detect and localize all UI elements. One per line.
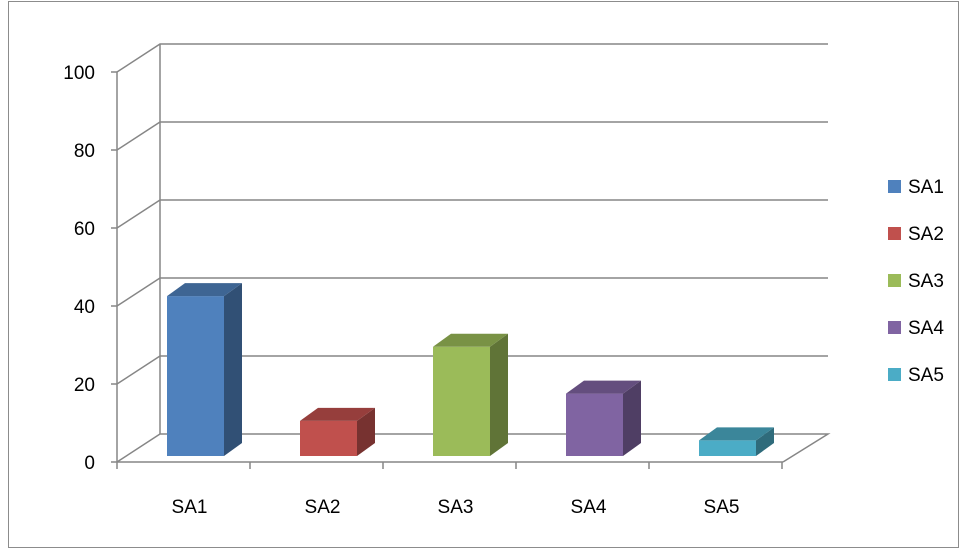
- bar-side-face: [623, 380, 641, 456]
- x-category-label: SA5: [704, 497, 740, 518]
- bars: [167, 283, 774, 456]
- bar-top-face: [433, 333, 508, 347]
- legend-swatch: [888, 274, 901, 287]
- y-tick-label: 0: [84, 453, 95, 474]
- legend-label: SA5: [908, 365, 944, 386]
- x-category-label: SA3: [438, 497, 474, 518]
- x-category-label: SA1: [172, 497, 208, 518]
- y-tick-label: 100: [63, 63, 95, 84]
- legend-label: SA4: [908, 318, 944, 339]
- bar-top-face: [566, 380, 641, 394]
- bar-side-face: [224, 283, 242, 456]
- y-axis-ticks: 0 20 40 60 80 100: [63, 63, 95, 474]
- bar-front-face: [699, 440, 756, 456]
- legend-label: SA1: [908, 177, 944, 198]
- bar-front-face: [300, 420, 357, 456]
- x-category-label: SA2: [305, 497, 341, 518]
- y-tick-label: 60: [74, 219, 95, 240]
- bar-sa5: [699, 427, 774, 456]
- bar-side-face: [756, 427, 774, 456]
- bar-top-face: [167, 283, 242, 297]
- bar-sa2: [300, 407, 375, 456]
- bar-front-face: [167, 296, 224, 456]
- legend-label: SA2: [908, 224, 944, 245]
- legend: SA1 SA2 SA3 SA4 SA5: [888, 177, 944, 386]
- x-category-label: SA4: [571, 497, 607, 518]
- bar-side-face: [357, 407, 375, 456]
- legend-swatch: [888, 227, 901, 240]
- legend-swatch: [888, 180, 901, 193]
- bar-sa3: [433, 333, 508, 456]
- legend-swatch: [888, 368, 901, 381]
- bar-sa1: [167, 283, 242, 456]
- x-axis-categories: SA1 SA2 SA3 SA4 SA5: [172, 497, 740, 518]
- bar-front-face: [566, 393, 623, 456]
- bar-top-face: [300, 407, 375, 421]
- bar-top-face: [699, 427, 774, 441]
- legend-label: SA3: [908, 271, 944, 292]
- y-tick-label: 80: [74, 141, 95, 162]
- chart-border: [8, 1, 959, 548]
- bar-sa4: [566, 380, 641, 456]
- bar-side-face: [490, 333, 508, 456]
- legend-swatch: [888, 321, 901, 334]
- y-tick-label: 20: [74, 375, 95, 396]
- y-tick-label: 40: [74, 297, 95, 318]
- bar-front-face: [433, 346, 490, 456]
